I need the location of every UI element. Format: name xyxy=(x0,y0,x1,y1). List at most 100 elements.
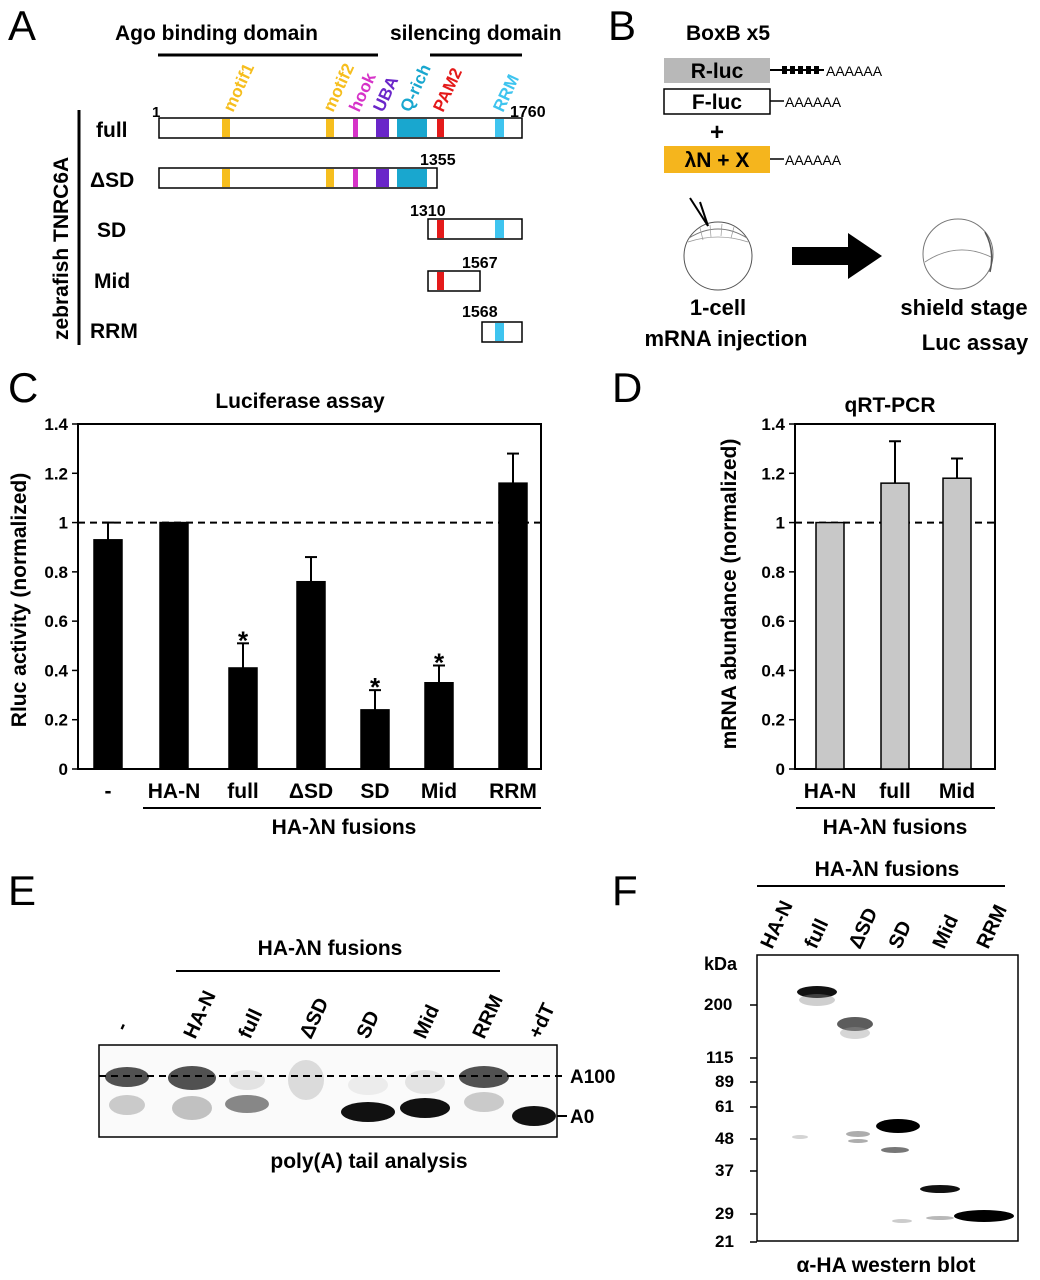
lane-label: full xyxy=(235,1006,268,1042)
y-tick-label: 1.2 xyxy=(44,464,68,483)
marker-a0: A0 xyxy=(570,1107,594,1128)
lambda-label: λN + X xyxy=(685,149,750,172)
y-tick-label: 1 xyxy=(59,514,68,533)
y-tick-label: 1.4 xyxy=(44,415,68,434)
bar-0 xyxy=(815,521,845,770)
one-cell-embryo-icon xyxy=(683,221,753,291)
construct-end: 1567 xyxy=(462,255,498,272)
x-category-label: full xyxy=(227,780,259,803)
panel-label-a: A xyxy=(8,2,36,49)
significance-star: * xyxy=(238,625,249,655)
y-tick-label: 0.8 xyxy=(761,563,785,582)
construct-name: ΔSD xyxy=(90,169,134,192)
lane-label: ΔSD xyxy=(296,995,334,1043)
y-tick-label: 0.4 xyxy=(44,661,68,680)
marker-label: 115 xyxy=(706,1048,733,1067)
domain-motif1 xyxy=(222,169,230,187)
y-tick-label: 0.6 xyxy=(761,612,785,631)
domain-label-motif1: motif1 xyxy=(219,60,258,114)
polya-tail: AAAAAA xyxy=(785,94,842,110)
right-caption-2: Luc assay xyxy=(922,330,1029,355)
x-category-label: Mid xyxy=(939,780,975,803)
y-axis-label: Rluc activity (normalized) xyxy=(8,473,31,727)
construct-name: SD xyxy=(97,219,126,242)
construct-start: 1 xyxy=(152,104,160,121)
construct-name: full xyxy=(96,119,128,142)
panel-label-f: F xyxy=(612,867,638,914)
right-caption-1: shield stage xyxy=(900,295,1027,320)
lane-label: +dT xyxy=(525,1000,560,1042)
domain-rrm xyxy=(495,220,504,238)
caption: α-HA western blot xyxy=(797,1254,976,1277)
bar-4 xyxy=(360,709,390,770)
construct-end: 1760 xyxy=(510,104,546,121)
construct-bar-mid xyxy=(427,270,481,292)
marker-a100: A100 xyxy=(570,1067,615,1088)
domain-motif2 xyxy=(326,119,334,137)
caption: poly(A) tail analysis xyxy=(270,1150,467,1173)
chart-title: qRT-PCR xyxy=(845,394,936,417)
domain-qrich xyxy=(397,119,427,137)
lane-label: SD xyxy=(885,918,917,952)
gel-image xyxy=(98,1044,558,1138)
domain-hook xyxy=(353,119,358,137)
y-tick-label: 0.6 xyxy=(44,612,68,631)
x-category-label: SD xyxy=(360,780,389,803)
y-tick-label: 0.4 xyxy=(761,661,785,680)
marker-label: 89 xyxy=(715,1072,734,1091)
domain-pam2 xyxy=(437,272,444,290)
domain-rrm xyxy=(495,323,504,341)
left-caption-1: 1-cell xyxy=(690,295,746,320)
panel-d-chart: qRT-PCR mRNA abundance (normalized) 0 0.2… xyxy=(718,394,996,839)
bar-2 xyxy=(942,477,972,770)
bar-1 xyxy=(159,521,189,770)
lane-label: RRM xyxy=(973,902,1012,953)
left-caption-2: mRNA injection xyxy=(645,326,808,351)
rluc-box xyxy=(664,58,770,83)
domain-uba xyxy=(376,169,389,187)
fluc-label: F-luc xyxy=(692,91,742,114)
bar-0 xyxy=(93,539,123,770)
panel-label-d: D xyxy=(612,364,642,411)
boxb-title: BoxB x5 xyxy=(686,22,770,45)
y-tick-label: 0.2 xyxy=(44,711,68,730)
construct-bar-full xyxy=(158,117,523,139)
ago-binding-label: Ago binding domain xyxy=(115,22,318,45)
bars: * * * xyxy=(93,452,528,770)
panel-a: Ago binding domain silencing domain moti… xyxy=(50,22,562,345)
x-category-label: ΔSD xyxy=(289,780,333,803)
panel-label-e: E xyxy=(8,867,36,914)
y-tick-label: 0.8 xyxy=(44,563,68,582)
panel-e: HA-λN fusions - HA-N full ΔSD SD Mid RRM… xyxy=(98,937,615,1173)
blot-markers: 200 115 89 61 48 37 29 21 xyxy=(704,995,757,1251)
marker-label: 200 xyxy=(704,995,732,1014)
lane-label: SD xyxy=(353,1008,385,1042)
domain-motif2 xyxy=(326,169,334,187)
domain-uba xyxy=(376,119,389,137)
chart-title: Luciferase assay xyxy=(215,390,385,413)
marker-label: 61 xyxy=(715,1097,734,1116)
lane-label: HA-N xyxy=(757,898,798,953)
y-tick-label: 0.2 xyxy=(761,711,785,730)
blot-image xyxy=(756,954,1019,1242)
panel-c-chart: Luciferase assay Rluc activity (normaliz… xyxy=(8,390,542,839)
plus-sign: + xyxy=(710,119,724,146)
y-tick-label: 1.2 xyxy=(761,464,785,483)
panel-f: HA-λN fusions HA-N full ΔSD SD Mid RRM k… xyxy=(704,858,1019,1277)
x-category-label: HA-N xyxy=(148,780,201,803)
domain-rrm xyxy=(495,119,504,137)
x-category-label: Mid xyxy=(421,780,457,803)
boxb-sites xyxy=(770,66,824,74)
construct-start: 1310 xyxy=(410,203,446,220)
bar-5 xyxy=(424,682,454,770)
shield-stage-embryo-icon xyxy=(922,218,994,290)
lane-label: Mid xyxy=(929,912,963,953)
bars xyxy=(815,440,972,770)
bar-6 xyxy=(498,482,528,770)
lane-label: Mid xyxy=(410,1002,444,1043)
significance-star: * xyxy=(370,672,381,702)
lane-label: RRM xyxy=(469,992,508,1043)
y-tick-label: 1.4 xyxy=(761,415,785,434)
x-category-label: HA-N xyxy=(804,780,857,803)
domain-pam2 xyxy=(437,119,444,137)
